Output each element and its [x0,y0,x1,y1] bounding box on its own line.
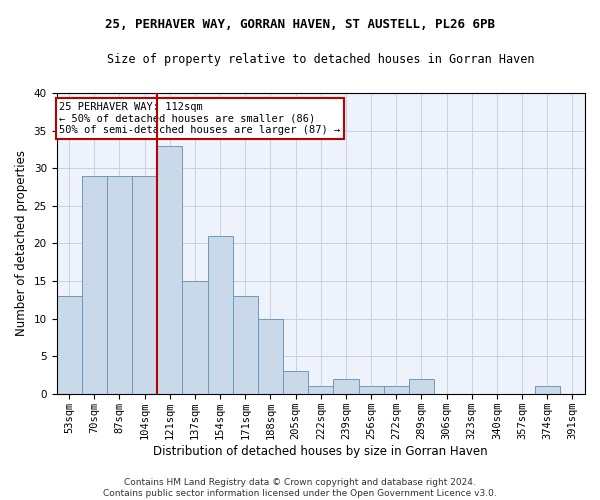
Bar [383,386,409,394]
Bar [157,146,182,394]
Bar [208,236,233,394]
Title: Size of property relative to detached houses in Gorran Haven: Size of property relative to detached ho… [107,52,535,66]
Bar [359,386,383,394]
Bar [82,176,107,394]
X-axis label: Distribution of detached houses by size in Gorran Haven: Distribution of detached houses by size … [154,444,488,458]
Y-axis label: Number of detached properties: Number of detached properties [15,150,28,336]
Bar [107,176,132,394]
Bar [283,371,308,394]
Bar [535,386,560,394]
Bar [258,318,283,394]
Bar [409,379,434,394]
Bar [233,296,258,394]
Bar [56,296,82,394]
Text: 25 PERHAVER WAY: 112sqm
← 50% of detached houses are smaller (86)
50% of semi-de: 25 PERHAVER WAY: 112sqm ← 50% of detache… [59,102,340,136]
Bar [308,386,334,394]
Text: 25, PERHAVER WAY, GORRAN HAVEN, ST AUSTELL, PL26 6PB: 25, PERHAVER WAY, GORRAN HAVEN, ST AUSTE… [105,18,495,30]
Text: Contains HM Land Registry data © Crown copyright and database right 2024.
Contai: Contains HM Land Registry data © Crown c… [103,478,497,498]
Bar [334,379,359,394]
Bar [182,281,208,394]
Bar [132,176,157,394]
